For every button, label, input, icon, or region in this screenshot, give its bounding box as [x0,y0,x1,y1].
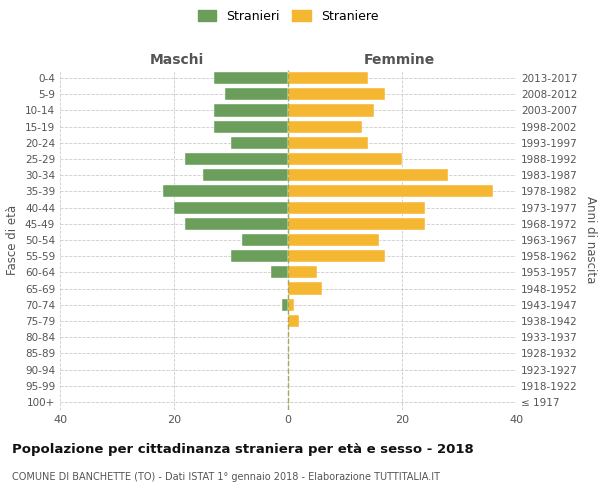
Bar [288,72,368,84]
Text: COMUNE DI BANCHETTE (TO) - Dati ISTAT 1° gennaio 2018 - Elaborazione TUTTITALIA.: COMUNE DI BANCHETTE (TO) - Dati ISTAT 1°… [12,472,440,482]
Bar [203,169,288,181]
Text: Maschi: Maschi [150,54,204,68]
Bar [288,169,448,181]
Text: Popolazione per cittadinanza straniera per età e sesso - 2018: Popolazione per cittadinanza straniera p… [12,442,474,456]
Bar [185,218,288,230]
Bar [288,315,299,327]
Legend: Stranieri, Straniere: Stranieri, Straniere [194,6,382,26]
Bar [231,137,288,149]
Bar [242,234,288,246]
Bar [288,186,493,198]
Bar [288,137,368,149]
Bar [288,153,402,165]
Y-axis label: Anni di nascita: Anni di nascita [584,196,597,284]
Bar [288,282,322,294]
Y-axis label: Fasce di età: Fasce di età [7,205,19,275]
Bar [174,202,288,213]
Bar [226,88,288,101]
Bar [214,72,288,84]
Bar [214,104,288,117]
Bar [163,186,288,198]
Bar [288,234,379,246]
Bar [283,298,288,311]
Bar [288,266,317,278]
Bar [231,250,288,262]
Bar [288,202,425,213]
Bar [288,250,385,262]
Bar [288,218,425,230]
Bar [288,120,362,132]
Bar [288,88,385,101]
Bar [288,298,294,311]
Text: Femmine: Femmine [364,54,434,68]
Bar [185,153,288,165]
Bar [214,120,288,132]
Bar [288,104,373,117]
Bar [271,266,288,278]
